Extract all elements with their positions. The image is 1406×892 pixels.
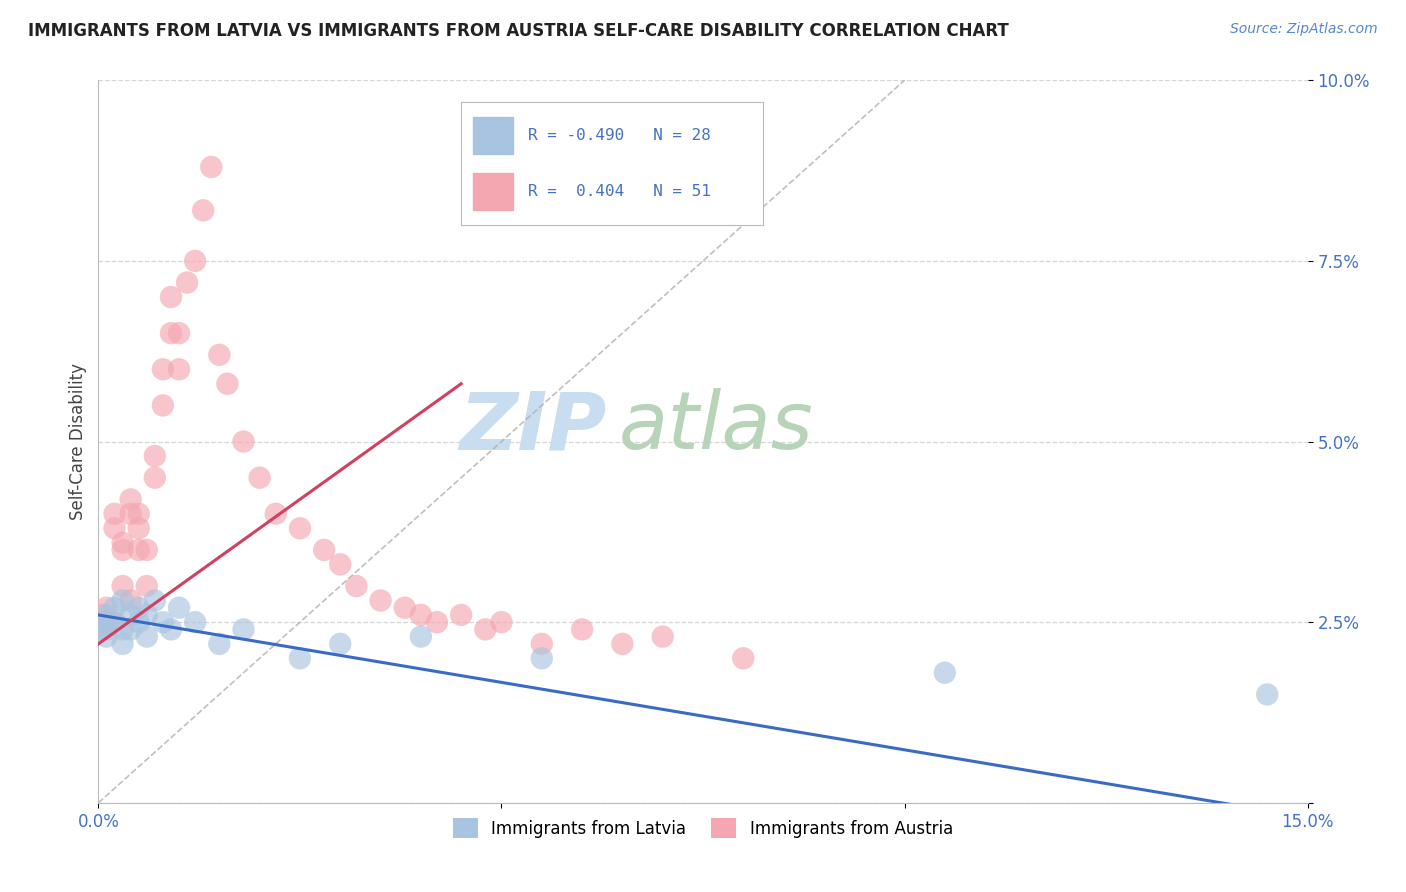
Point	[91, 607, 114, 622]
Point	[409, 607, 432, 622]
Point	[128, 542, 150, 557]
Text: IMMIGRANTS FROM LATVIA VS IMMIGRANTS FROM AUSTRIA SELF-CARE DISABILITY CORRELATI: IMMIGRANTS FROM LATVIA VS IMMIGRANTS FRO…	[28, 22, 1010, 40]
Point	[344, 579, 367, 593]
Point	[96, 615, 118, 630]
Point	[120, 593, 142, 607]
Point	[111, 535, 134, 549]
Point	[111, 637, 134, 651]
Point	[96, 600, 118, 615]
Point	[394, 600, 416, 615]
Point	[314, 542, 336, 557]
Point	[288, 651, 311, 665]
Point	[288, 521, 311, 535]
Point	[370, 593, 392, 607]
Point	[160, 290, 183, 304]
Point	[103, 600, 125, 615]
Point	[193, 203, 215, 218]
Point	[934, 665, 956, 680]
Point	[184, 254, 207, 268]
Legend: Immigrants from Latvia, Immigrants from Austria: Immigrants from Latvia, Immigrants from …	[446, 812, 960, 845]
Point	[474, 623, 496, 637]
Point	[651, 630, 673, 644]
Point	[96, 630, 118, 644]
Point	[530, 651, 553, 665]
Point	[208, 348, 231, 362]
Point	[264, 507, 287, 521]
Point	[103, 615, 125, 630]
Point	[152, 398, 174, 412]
Text: ZIP: ZIP	[458, 388, 606, 467]
Point	[96, 623, 118, 637]
Point	[111, 593, 134, 607]
Point	[128, 600, 150, 615]
Point	[135, 630, 157, 644]
Point	[1256, 687, 1278, 701]
Point	[329, 637, 352, 651]
Point	[120, 623, 142, 637]
Y-axis label: Self-Care Disability: Self-Care Disability	[69, 363, 87, 520]
Point	[120, 507, 142, 521]
Text: Source: ZipAtlas.com: Source: ZipAtlas.com	[1230, 22, 1378, 37]
Point	[450, 607, 472, 622]
Point	[128, 507, 150, 521]
Point	[176, 276, 198, 290]
Point	[329, 558, 352, 572]
Point	[167, 362, 190, 376]
Point	[167, 326, 190, 340]
Point	[184, 615, 207, 630]
Point	[200, 160, 222, 174]
Point	[249, 471, 271, 485]
Point	[160, 326, 183, 340]
Point	[135, 607, 157, 622]
Point	[143, 593, 166, 607]
Point	[128, 521, 150, 535]
Point	[96, 615, 118, 630]
Point	[152, 615, 174, 630]
Point	[120, 607, 142, 622]
Point	[103, 521, 125, 535]
Point	[120, 492, 142, 507]
Point	[160, 623, 183, 637]
Point	[208, 637, 231, 651]
Point	[530, 637, 553, 651]
Point	[128, 615, 150, 630]
Point	[135, 542, 157, 557]
Point	[103, 615, 125, 630]
Point	[135, 579, 157, 593]
Point	[91, 623, 114, 637]
Point	[152, 362, 174, 376]
Point	[409, 630, 432, 644]
Point	[167, 600, 190, 615]
Point	[111, 623, 134, 637]
Point	[111, 542, 134, 557]
Point	[733, 651, 755, 665]
Point	[232, 623, 254, 637]
Point	[232, 434, 254, 449]
Point	[103, 507, 125, 521]
Point	[491, 615, 513, 630]
Point	[571, 623, 593, 637]
Point	[143, 449, 166, 463]
Point	[143, 471, 166, 485]
Text: atlas: atlas	[619, 388, 813, 467]
Point	[217, 376, 239, 391]
Point	[612, 637, 634, 651]
Point	[111, 579, 134, 593]
Point	[96, 607, 118, 622]
Point	[426, 615, 449, 630]
